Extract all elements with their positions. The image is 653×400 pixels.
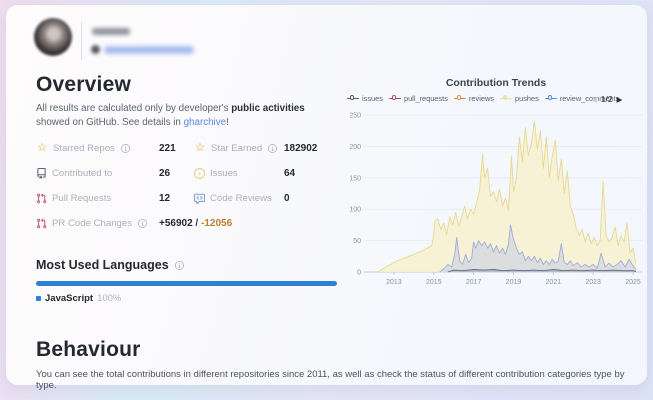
star-icon: ☆	[194, 142, 206, 154]
svg-text:200: 200	[349, 144, 361, 151]
stats-grid: ☆ Starred Repos 221 ☆ Star Earned 182902…	[36, 142, 338, 229]
svg-text:50: 50	[353, 238, 361, 245]
language-name: JavaScript	[45, 293, 94, 304]
desc-bold: public activities	[231, 103, 305, 114]
svg-text:2025: 2025	[625, 279, 641, 286]
git-pull-request-icon	[37, 193, 47, 204]
svg-text:250: 250	[349, 113, 361, 120]
legend-label: issues	[362, 94, 383, 103]
main-card: Overview All results are calculated only…	[6, 5, 647, 391]
legend-prev-icon[interactable]: ◀	[591, 94, 597, 104]
stat-starred-repos-value: 221	[159, 143, 176, 154]
git-pull-request-icon	[37, 218, 47, 229]
stat-starred-repos: ☆ Starred Repos	[36, 142, 159, 154]
stat-pull-requests: Pull Requests	[36, 193, 159, 204]
languages-header: Most Used Languages	[36, 258, 184, 272]
gharchive-link[interactable]: gharchive	[183, 116, 227, 128]
svg-text:2021: 2021	[546, 279, 562, 286]
svg-text:100: 100	[349, 207, 361, 214]
desc-text: showed on GitHub. See details in	[36, 116, 184, 128]
svg-text:2019: 2019	[506, 279, 522, 286]
repo-icon	[37, 168, 46, 179]
legend-item-pull_requests[interactable]: pull_requests	[388, 94, 448, 103]
legend-label: pushes	[514, 94, 539, 103]
stat-issues: Issues	[194, 168, 284, 179]
stat-label: PR Code Changes	[52, 218, 132, 229]
code-review-icon	[194, 193, 205, 204]
stat-star-earned: ☆ Star Earned	[194, 142, 284, 154]
value-separator: /	[192, 218, 201, 229]
info-icon[interactable]	[120, 144, 130, 153]
avatar[interactable]	[34, 18, 72, 56]
stat-label: Code Reviews	[210, 193, 272, 204]
header-divider	[81, 22, 82, 60]
svg-text:150: 150	[349, 175, 361, 182]
svg-text:2015: 2015	[426, 279, 442, 286]
stat-code-reviews: Code Reviews	[194, 193, 284, 204]
legend-page-indicator: 1/2	[600, 94, 613, 104]
contribution-trends-chart[interactable]: 0 50 100 150 200 250 2013 2015 2017 2019 2021 2023 2…	[344, 105, 652, 289]
stat-label: Issues	[210, 168, 238, 179]
github-icon	[91, 45, 100, 54]
language-percent: 100%	[97, 293, 122, 304]
stat-pr-code-changes: PR Code Changes	[36, 218, 159, 229]
stat-label: Pull Requests	[52, 193, 112, 204]
stat-contributed-to-value: 26	[159, 168, 171, 179]
overview-description: All results are calculated only by devel…	[36, 102, 338, 129]
svg-text:2023: 2023	[585, 279, 601, 286]
stat-contributed-to: Contributed to	[36, 168, 159, 179]
legend-item-issues[interactable]: issues	[347, 94, 383, 103]
languages-title: Most Used Languages	[36, 258, 169, 272]
language-percentage-bar[interactable]	[36, 281, 337, 286]
language-bullet-icon	[36, 296, 41, 301]
stat-label: Starred Repos	[53, 143, 115, 154]
info-icon[interactable]	[174, 260, 184, 270]
desc-text: All results are calculated only by devel…	[36, 103, 232, 114]
additions-value: +56902	[159, 218, 193, 229]
legend-pagination: ◀ 1/2 ▶	[591, 94, 622, 104]
stat-code-reviews-value: 0	[284, 193, 290, 204]
behaviour-title: Behaviour	[36, 338, 141, 361]
issue-opened-icon	[194, 168, 205, 179]
legend-label: review_comments	[559, 94, 620, 103]
stat-label: Star Earned	[211, 143, 263, 154]
stat-pull-requests-value: 12	[159, 193, 171, 204]
desc-text: !	[226, 116, 229, 128]
chart-title: Contribution Trends	[445, 77, 547, 89]
chart-legend: issues pull_requests reviews pushes review_c…	[347, 94, 619, 103]
blurred-username	[92, 28, 130, 35]
legend-label: pull_requests	[403, 94, 448, 103]
legend-marker-icon	[499, 95, 512, 103]
legend-marker-icon	[388, 95, 401, 103]
legend-marker-icon	[544, 95, 557, 103]
legend-label: reviews	[468, 94, 494, 103]
legend-item-reviews[interactable]: reviews	[453, 94, 494, 103]
svg-text:2017: 2017	[466, 279, 482, 286]
overview-title: Overview	[36, 73, 131, 96]
legend-item-review_comments[interactable]: review_comments	[544, 94, 620, 103]
stat-label: Contributed to	[52, 168, 113, 179]
deletions-value: -12056	[201, 218, 233, 229]
blurred-profile-link[interactable]	[104, 46, 194, 54]
svg-text:0: 0	[357, 270, 361, 277]
legend-item-pushes[interactable]: pushes	[499, 94, 539, 103]
behaviour-description: You can see the total contributions in d…	[36, 369, 625, 391]
legend-marker-icon	[347, 95, 359, 103]
legend-marker-icon	[453, 95, 466, 103]
info-icon[interactable]	[268, 144, 278, 153]
star-icon: ☆	[36, 142, 48, 154]
info-icon[interactable]	[138, 219, 147, 228]
stat-pr-code-changes-value: +56902 / -12056	[159, 218, 338, 229]
language-item: JavaScript 100%	[36, 293, 121, 304]
stat-star-earned-value: 182902	[284, 143, 318, 154]
svg-text:2013: 2013	[386, 279, 402, 286]
legend-next-icon[interactable]: ▶	[616, 94, 623, 104]
stat-issues-value: 64	[284, 168, 296, 179]
